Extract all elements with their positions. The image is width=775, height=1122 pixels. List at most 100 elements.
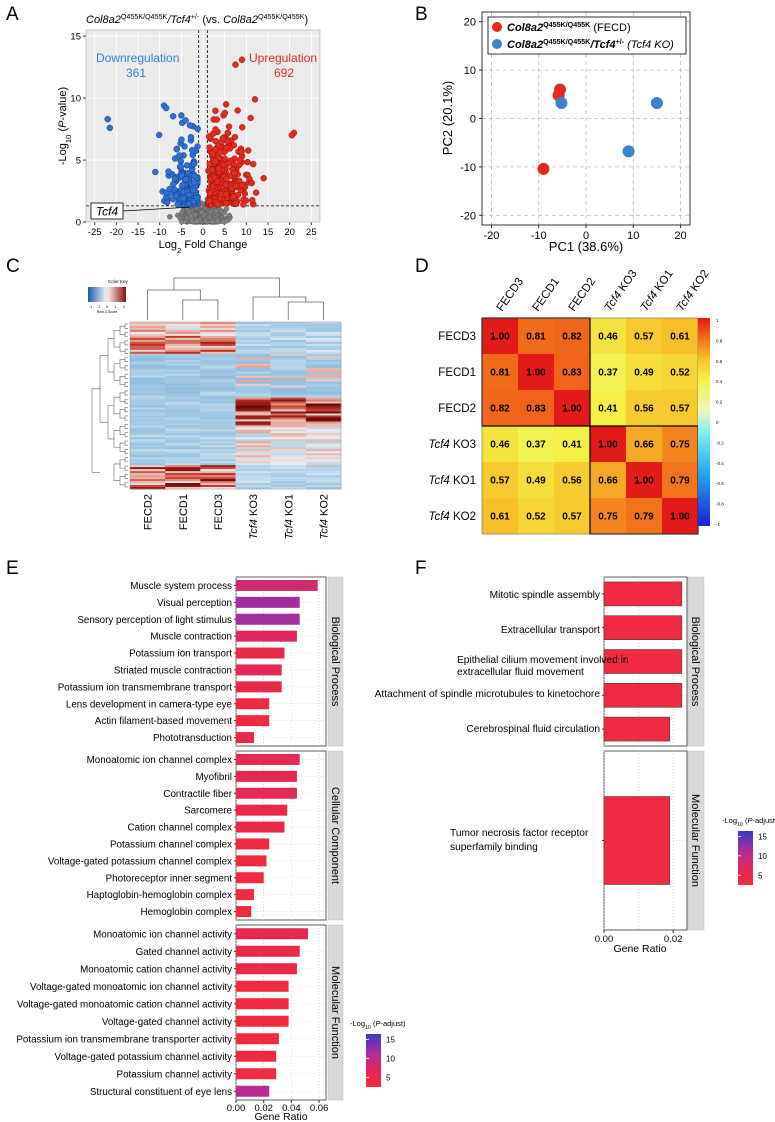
- heatmap-cell: [165, 343, 201, 347]
- text-segment: KO2: [450, 511, 476, 523]
- x-tick-label: -20: [109, 227, 123, 238]
- heatmap-cell: [270, 455, 307, 458]
- heatmap-cell: [235, 437, 272, 440]
- x-tick-label: 10: [627, 230, 639, 242]
- heatmap-cell: [165, 413, 201, 416]
- heatmap-cell: [130, 367, 166, 371]
- down-label: Downregulation: [96, 51, 179, 65]
- heatmap-cell: [305, 407, 342, 410]
- heatmap-cell: [270, 465, 307, 468]
- heatmap-cell: [165, 389, 201, 392]
- heatmap-cell: [130, 469, 166, 472]
- heatmap-cell: [270, 429, 307, 432]
- heatmap-cell: [165, 349, 201, 353]
- heatmap-cell: [270, 483, 307, 486]
- heatmap-cell: [270, 417, 307, 420]
- corr-cell: [590, 318, 626, 354]
- heatmap-cell: [200, 481, 236, 484]
- heatmap-cell: [305, 331, 342, 335]
- heatmap-cell: [235, 411, 272, 414]
- heatmap-cell: [165, 379, 201, 383]
- heatmap-cell: [165, 461, 201, 464]
- ns-point: [223, 206, 230, 212]
- heatmap-cell: [305, 477, 342, 480]
- heatmap-cell: [305, 329, 342, 333]
- heatmap-cell: [200, 345, 236, 349]
- heatmap-cell: [270, 345, 307, 349]
- y-axis-label: PC2 (20.1%): [440, 81, 455, 155]
- heatmap-cell: [270, 357, 307, 361]
- down-point: [187, 133, 195, 141]
- heatmap-cell: [270, 447, 307, 450]
- bar: [236, 945, 300, 957]
- heatmap-cell: [200, 329, 236, 333]
- heatmap-cell: [270, 389, 307, 392]
- heatmap-cell: [200, 337, 236, 341]
- heatmap-cell: [130, 485, 166, 488]
- y-tick-label: 0: [470, 114, 476, 126]
- row-label: FECD1: [438, 367, 476, 379]
- heatmap-cell: [270, 353, 307, 357]
- heatmap-cell: [270, 459, 307, 462]
- heatmap-cell: [270, 341, 307, 345]
- heatmap-cell: [235, 403, 272, 406]
- heatmap-cell: [200, 389, 236, 392]
- x-tick-label: 0.00: [227, 1103, 246, 1114]
- heatmap-cell: [235, 343, 272, 347]
- heatmap-cell: [200, 371, 236, 375]
- bar: [236, 889, 254, 901]
- heatmap-cell: [130, 475, 166, 478]
- heatmap-cell: [235, 473, 272, 476]
- column-label: FECD1: [531, 276, 562, 314]
- x-tick-label: -5: [177, 227, 185, 238]
- bar: [236, 804, 288, 816]
- panel-letter-D: D: [415, 256, 429, 277]
- heatmap-cell: [305, 481, 342, 484]
- down-point: [191, 172, 198, 180]
- ns-point: [224, 217, 230, 224]
- heatmap-cell: [130, 443, 166, 446]
- panel-letter-E: E: [6, 558, 19, 579]
- heatmap-cell: [200, 443, 236, 446]
- row-dendrogram-branch: [124, 432, 128, 438]
- bar-term-label: Lens development in camera-type eye: [66, 699, 233, 710]
- up-point: [236, 161, 243, 169]
- corr-value: 0.57: [490, 476, 510, 487]
- up-point: [247, 114, 254, 122]
- bar: [236, 681, 282, 693]
- row-label: FECD3: [438, 331, 476, 343]
- heatmap-cell: [235, 427, 272, 430]
- down-point: [191, 179, 198, 186]
- row-dendrogram-branch: [124, 373, 128, 379]
- down-point: [182, 176, 190, 183]
- down-point: [104, 115, 111, 123]
- tcf4-pointer: [122, 206, 191, 212]
- heatmap-cell: [235, 349, 272, 353]
- row-dendrogram-branch: [124, 407, 128, 413]
- heatmap-cell: [130, 455, 166, 458]
- panel-letter-A: A: [6, 4, 19, 25]
- heatmap-cell: [305, 337, 342, 341]
- heatmap-cell: [270, 369, 307, 373]
- row-dendrogram-branch: [113, 396, 120, 415]
- up-point: [232, 61, 239, 68]
- text-segment: Q455K/Q455K: [258, 13, 305, 21]
- ns-point: [194, 218, 200, 224]
- heatmap-cell: [305, 425, 342, 428]
- heatmap-cell: [305, 399, 342, 402]
- column-label: FECD1: [178, 494, 190, 530]
- bar-term-label: Phototransduction: [153, 733, 232, 744]
- heatmap-cell: [165, 429, 201, 432]
- legend-colorbar: [738, 831, 753, 885]
- heatmap-cell: [130, 322, 166, 325]
- facet-strip-label: Molecular Function: [329, 966, 341, 1059]
- corr-value: 0.66: [634, 440, 654, 451]
- heatmap-cell: [235, 447, 272, 450]
- heatmap-cell: [305, 353, 342, 357]
- heatmap-cell: [305, 375, 342, 379]
- heatmap-cell: [235, 429, 272, 432]
- legend-title: -Log10 (P-adjust): [722, 816, 775, 828]
- heatmap-cell: [200, 353, 236, 357]
- heatmap-cell: [165, 403, 201, 406]
- heatmap-cell: [235, 353, 272, 357]
